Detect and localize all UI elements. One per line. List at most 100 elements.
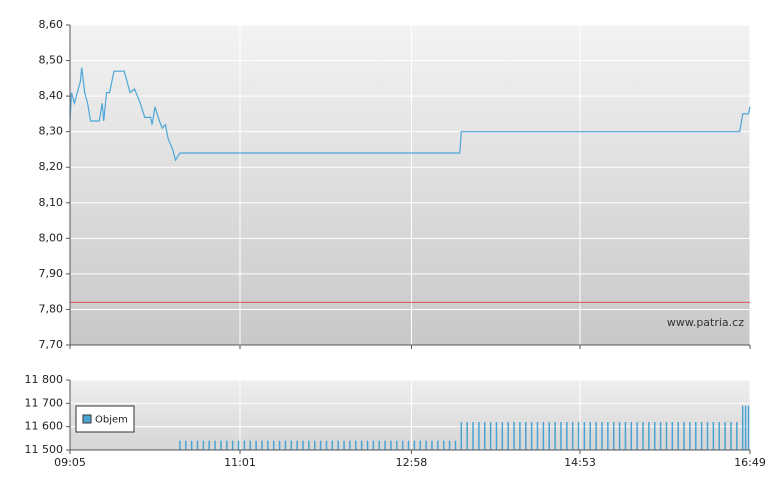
volume-bar bbox=[272, 440, 275, 450]
volume-bar bbox=[601, 422, 603, 450]
volume-bar bbox=[583, 422, 586, 450]
volume-bar bbox=[607, 422, 609, 450]
volume-bar bbox=[331, 440, 334, 450]
volume-bar bbox=[220, 440, 222, 450]
y-tick-label: 8,20 bbox=[39, 160, 64, 173]
volume-bar bbox=[448, 440, 451, 450]
volume-bar bbox=[483, 422, 486, 450]
volume-bar bbox=[343, 440, 345, 450]
legend-swatch bbox=[82, 414, 92, 424]
volume-bar bbox=[730, 422, 732, 450]
volume-bar bbox=[202, 440, 205, 450]
volume-bar bbox=[525, 422, 527, 450]
volume-bar bbox=[267, 440, 269, 450]
volume-bar bbox=[460, 422, 463, 450]
volume-bar bbox=[196, 440, 199, 450]
volume-bar bbox=[659, 422, 662, 450]
volume-bar bbox=[472, 422, 474, 450]
volume-bar bbox=[284, 440, 287, 450]
volume-bar bbox=[560, 422, 562, 450]
volume-bar bbox=[677, 422, 679, 450]
volume-bar bbox=[736, 422, 738, 450]
volume-bar bbox=[747, 405, 750, 450]
volume-bar bbox=[255, 440, 257, 450]
volume-bar bbox=[237, 440, 240, 450]
volume-bar bbox=[290, 440, 293, 450]
volume-bar bbox=[296, 440, 298, 450]
volume-bar bbox=[478, 422, 480, 450]
y-tick-label: 8,00 bbox=[39, 231, 64, 244]
volume-bar bbox=[378, 440, 380, 450]
volume-bar bbox=[548, 422, 550, 450]
volume-bar bbox=[648, 422, 650, 450]
volume-bar bbox=[542, 422, 545, 450]
volume-bar bbox=[744, 405, 747, 450]
volume-bar bbox=[396, 440, 398, 450]
volume-bar bbox=[413, 440, 416, 450]
volume-bar bbox=[689, 422, 691, 450]
volume-plot-area bbox=[70, 380, 750, 450]
volume-bar bbox=[313, 440, 316, 450]
volume-bar bbox=[366, 440, 369, 450]
x-tick-label: 11:01 bbox=[224, 456, 256, 469]
volume-bar bbox=[501, 422, 504, 450]
volume-bar bbox=[337, 440, 339, 450]
volume-bar bbox=[612, 422, 615, 450]
y-tick-label: 7,70 bbox=[39, 338, 64, 351]
volume-bar bbox=[360, 440, 363, 450]
volume-bar bbox=[530, 422, 533, 450]
volume-bar bbox=[261, 440, 263, 450]
volume-bar bbox=[179, 440, 181, 450]
watermark: www.patria.cz bbox=[667, 316, 744, 329]
volume-bar bbox=[302, 440, 304, 450]
volume-bar bbox=[214, 440, 216, 450]
volume-bar bbox=[554, 422, 556, 450]
volume-bar bbox=[190, 440, 193, 450]
volume-bar bbox=[325, 440, 328, 450]
chart-layer: 7,70 7,80 7,90 8,00 8,10 8,20 8,30 8,40 8,50 8,60… bbox=[25, 18, 766, 469]
volume-bar bbox=[495, 422, 498, 450]
y-tick-label: 8,40 bbox=[39, 89, 64, 102]
volume-bar bbox=[372, 440, 375, 450]
volume-bar bbox=[577, 422, 580, 450]
volume-bar bbox=[536, 422, 539, 450]
volume-bar bbox=[489, 422, 492, 450]
volume-bar bbox=[401, 440, 404, 450]
volume-bar bbox=[589, 422, 592, 450]
y-tick-label: 8,50 bbox=[39, 54, 64, 67]
volume-bar bbox=[671, 422, 674, 450]
volume-bar bbox=[431, 440, 433, 450]
volume-bar bbox=[407, 440, 410, 450]
legend: Objem bbox=[75, 405, 135, 433]
volume-bar bbox=[712, 422, 715, 450]
y-tick-label: 11 500 bbox=[25, 443, 64, 456]
volume-bar bbox=[507, 422, 509, 450]
volume-bar bbox=[653, 422, 656, 450]
volume-bar bbox=[571, 422, 574, 450]
price-line bbox=[69, 67, 751, 162]
volume-bar bbox=[390, 440, 392, 450]
y-tick-label: 8,10 bbox=[39, 196, 64, 209]
volume-bar bbox=[384, 440, 386, 450]
volume-bar bbox=[278, 440, 281, 450]
volume-bar bbox=[249, 440, 252, 450]
volume-bar bbox=[683, 422, 685, 450]
volume-bar bbox=[243, 440, 246, 450]
volume-bar bbox=[425, 440, 427, 450]
volume-bar bbox=[208, 440, 210, 450]
y-tick-label: 11 600 bbox=[25, 420, 64, 433]
volume-bar bbox=[636, 422, 638, 450]
volume-bar bbox=[454, 440, 457, 450]
volume-bar bbox=[665, 422, 668, 450]
price-plot-area bbox=[70, 25, 750, 345]
volume-bar bbox=[624, 422, 627, 450]
x-tick-label: 14:53 bbox=[564, 456, 596, 469]
volume-bar bbox=[642, 422, 644, 450]
volume-bar bbox=[519, 422, 521, 450]
volume-bar bbox=[718, 422, 720, 450]
y-tick-label: 8,60 bbox=[39, 18, 64, 31]
volume-bar bbox=[706, 422, 709, 450]
y-tick-label: 7,80 bbox=[39, 302, 64, 315]
volume-bar bbox=[355, 440, 357, 450]
